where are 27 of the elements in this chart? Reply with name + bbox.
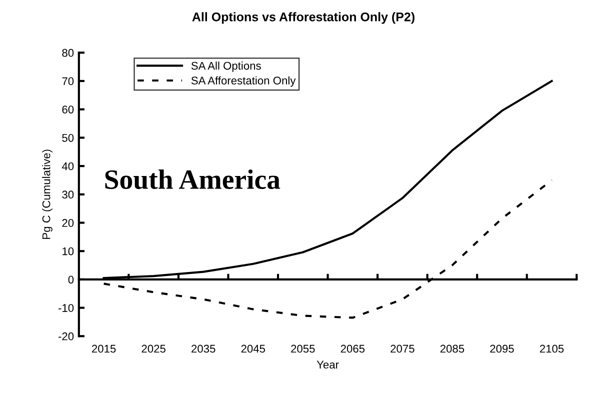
y-tick-label: 80 xyxy=(62,48,74,57)
y-tick-label: 50 xyxy=(62,134,74,142)
y-axis-title: Pg C (Cumulative) xyxy=(42,150,52,239)
x-tick-label: 2085 xyxy=(440,344,464,353)
x-tick-label: 2035 xyxy=(192,344,216,353)
y-tick-label: 60 xyxy=(62,106,74,114)
y-tick-label: -10 xyxy=(58,304,74,312)
y-tick-label: 20 xyxy=(62,219,74,227)
x-tick-label: 2105 xyxy=(540,344,564,353)
y-tick-label: -20 xyxy=(58,332,74,340)
annotation: South America xyxy=(105,169,280,190)
y-tick-label: 40 xyxy=(62,162,74,170)
y-tick-label: 10 xyxy=(62,247,74,256)
x-tick-label: 2075 xyxy=(390,344,414,353)
legend-label: SA Afforestation Only xyxy=(191,76,296,87)
x-tick-label: 2025 xyxy=(142,344,166,353)
x-tick-label: 2045 xyxy=(241,344,266,353)
chart-title: All Options vs Afforestation Only (P2) xyxy=(192,12,414,24)
y-tick-label: 0 xyxy=(68,276,74,284)
y-tick-label: 70 xyxy=(62,77,74,86)
y-tick-label: 30 xyxy=(62,190,74,199)
x-tick-label: 2095 xyxy=(490,344,514,353)
legend-label: SA All Options xyxy=(191,62,261,72)
x-tick-label: 2065 xyxy=(340,344,365,353)
x-axis-title: Year xyxy=(316,360,339,369)
x-tick-label: 2055 xyxy=(291,344,315,353)
x-tick-label: 2015 xyxy=(92,344,116,353)
